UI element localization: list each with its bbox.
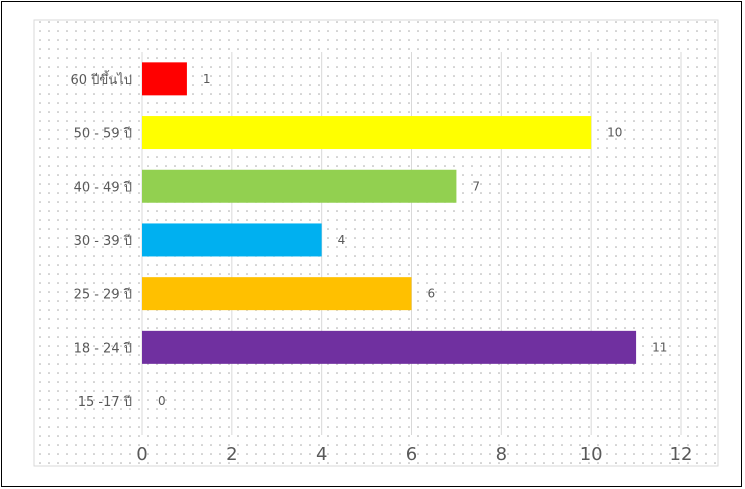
x-tick-label-12: 12 bbox=[670, 444, 693, 465]
x-tick-label-6: 6 bbox=[406, 444, 417, 465]
plot-area-background bbox=[33, 19, 719, 467]
x-tick-label-2: 2 bbox=[226, 444, 237, 465]
data-label-0: 1 bbox=[203, 72, 211, 86]
bar-2 bbox=[142, 169, 457, 203]
x-tick-label-4: 4 bbox=[316, 444, 327, 465]
category-label-1: 50 - 59 ปี bbox=[74, 126, 132, 142]
bar-5 bbox=[142, 330, 637, 364]
bars bbox=[142, 62, 637, 364]
category-label-4: 25 - 29 ปี bbox=[74, 287, 132, 303]
data-label-5: 11 bbox=[652, 340, 667, 354]
category-label-3: 30 - 39 ปี bbox=[74, 233, 132, 249]
category-label-6: 15 -17 ปี bbox=[78, 394, 132, 410]
bar-4 bbox=[142, 277, 412, 311]
category-label-2: 40 - 49 ปี bbox=[74, 179, 132, 195]
data-label-1: 10 bbox=[607, 126, 622, 140]
x-tick-label-10: 10 bbox=[580, 444, 603, 465]
bar-3 bbox=[142, 223, 322, 257]
labels: 0 2 4 6 8 10 12 60 ปีขึ้นไป 1 50 - 59 ปี 10 40 - 49… bbox=[71, 70, 693, 465]
category-label-0: 60 ปีขึ้นไป bbox=[71, 70, 133, 88]
data-label-6: 0 bbox=[158, 394, 166, 408]
x-tick-label-8: 8 bbox=[496, 444, 507, 465]
bar-1 bbox=[142, 116, 592, 150]
x-tick-label-0: 0 bbox=[136, 444, 147, 465]
bar-0 bbox=[142, 62, 187, 96]
data-label-4: 6 bbox=[428, 287, 436, 301]
category-label-5: 18 - 24 ปี bbox=[74, 340, 132, 356]
data-label-2: 7 bbox=[472, 179, 480, 193]
data-label-3: 4 bbox=[338, 233, 346, 247]
